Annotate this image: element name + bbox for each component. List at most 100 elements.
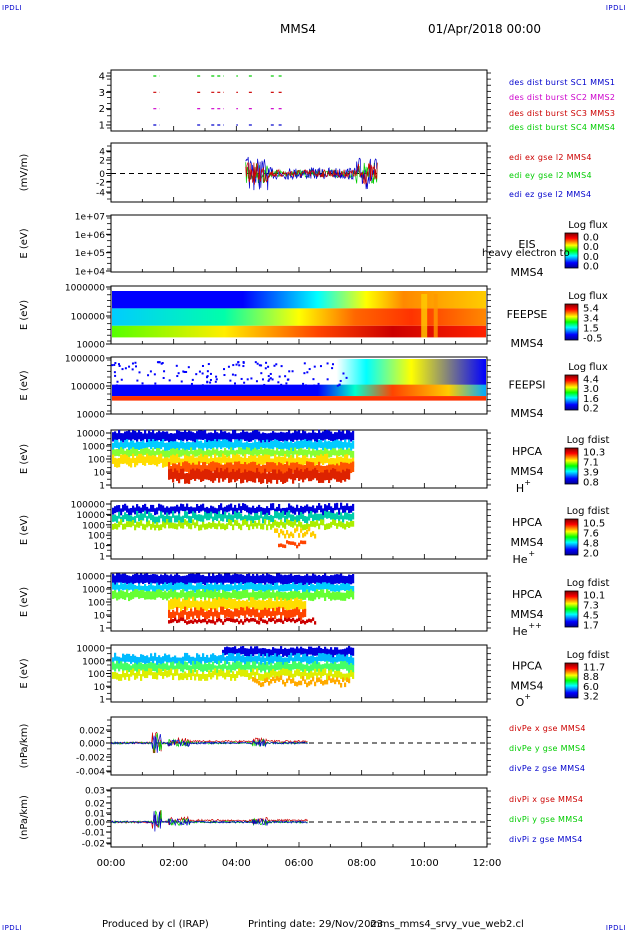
hpca_hepp-cell [194, 607, 197, 616]
feepsi-pixel [234, 374, 237, 377]
hpca_o-cell [234, 662, 237, 671]
hpca_he-cell [310, 506, 313, 514]
hpca_hepp-cell [190, 582, 193, 590]
hpca_h-cell [270, 473, 273, 484]
hpca_he-cell [272, 503, 275, 511]
hpca_hepp-cell [202, 574, 205, 585]
hpca_he-cell [214, 513, 217, 521]
hpca_he-cell [224, 524, 227, 531]
divpe-legend-entry: divPe y gse MMS4 [509, 744, 586, 753]
hpca_hepp-cell [194, 600, 197, 612]
hpca_hepp-cell [244, 610, 247, 619]
hpca_hepp-cell [198, 618, 201, 623]
hpca_hepp-cell [314, 621, 317, 625]
hpca_he-cell [282, 530, 285, 536]
hpca_he-cell [256, 513, 259, 520]
hpca_he-cell [176, 504, 179, 512]
feepsi-pixel [265, 361, 268, 364]
hpca_o-cell [302, 664, 305, 673]
hpca_h-cell [326, 429, 329, 440]
hpca_hepp-cell [152, 591, 155, 600]
hpca_o-cell [228, 647, 231, 656]
hpca_he-cell [324, 524, 327, 531]
hpca_o-cell [276, 648, 279, 657]
hpca_h-cell [342, 442, 345, 451]
hpca_h-cell [320, 449, 323, 457]
hpca_hepp-cell [304, 608, 307, 617]
hpca_he-cell [122, 523, 125, 530]
hpca_hepp-cell [208, 590, 211, 599]
feepsi-pixel [280, 385, 283, 388]
hpca_h-cell [322, 465, 325, 477]
hpca_hepp-cell [170, 574, 173, 584]
hpca_he-cell [318, 513, 321, 521]
hpca_o-cell [250, 664, 253, 673]
hpca_o-cell [264, 664, 267, 673]
divpe-legend-entry: divPe x gse MMS4 [509, 724, 586, 733]
hpca_hepp-cell [264, 591, 267, 600]
hpca_o-cell [276, 676, 279, 681]
hpca_hepp-cell [172, 585, 175, 593]
hpca_hepp-cell [200, 582, 203, 590]
hpca_o-cell [338, 663, 341, 672]
hpca_h-cell [132, 453, 135, 464]
hpca_h-cell [222, 453, 225, 463]
hpca_hepp-cell [248, 608, 251, 617]
hpca_o-cell [332, 649, 335, 658]
hpca_h-cell [206, 469, 209, 480]
hpca_he-cell [276, 528, 279, 533]
hpca_h-cell [254, 447, 257, 455]
hpca_hepp-cell [176, 607, 179, 616]
hpca_hepp-cell [130, 582, 133, 590]
hpca_o-cell [244, 670, 247, 677]
hpca_o-cell [156, 665, 159, 674]
hpca_o-cell [268, 648, 271, 657]
hpca_o-cell [338, 653, 341, 662]
hpca_h-cell [162, 439, 165, 448]
hpca_he-cell [186, 511, 189, 519]
hpca_h-cell [350, 462, 353, 474]
hpca_o-cell [202, 653, 205, 662]
hpca_he-cell [258, 519, 261, 526]
hpca_he-cell [118, 521, 121, 528]
hpca_h-cell [250, 442, 253, 452]
hpca_he-cell [160, 504, 163, 512]
hpca_h-cell [236, 449, 239, 457]
hpca_o-cell [320, 664, 323, 673]
hpca_h-cell [224, 448, 227, 455]
hpca_h-cell [156, 447, 159, 455]
feepsi-pixel [154, 382, 157, 385]
hpca_o-cell [186, 652, 189, 661]
hpca_h-cell [184, 461, 187, 472]
hpca_he-cell [308, 513, 311, 521]
hpca_hepp-cell [246, 573, 249, 584]
hpca_h-cell [136, 456, 139, 466]
hpca_h-cell [306, 449, 309, 457]
hpca_h-cell [170, 448, 173, 456]
hpca_hepp-cell [238, 599, 241, 610]
hpca_h-cell [182, 462, 185, 473]
hpca_he-cell [114, 514, 117, 522]
hpca_h-cell [304, 431, 307, 441]
hpca_o-cell [182, 656, 185, 665]
hpca_he-cell [116, 505, 119, 513]
hpca_hepp-species: He [512, 625, 527, 638]
hpca_o-cell [148, 662, 151, 671]
hpca_hepp-cell [122, 583, 125, 591]
hpca_he-cell [302, 506, 305, 514]
hpca_h-cell [312, 469, 315, 480]
hpca_h-instrument-name: HPCA [512, 445, 543, 458]
hpca_o-cell [226, 670, 229, 677]
hpca_h-cell [324, 430, 327, 440]
feepsi-pixel [275, 363, 278, 366]
hpca_o-cell [176, 663, 179, 672]
hpca_o-cell [140, 662, 143, 671]
hpca_h-cell [118, 457, 121, 468]
hpca_o-cell [350, 655, 353, 664]
hpca_h-cell [168, 450, 171, 458]
hpca_h-cell [220, 468, 223, 479]
hpca_h-cell [154, 455, 157, 466]
hpca_o-cell [136, 656, 139, 665]
hpca_hepp-ytick-label: 1 [99, 625, 105, 635]
